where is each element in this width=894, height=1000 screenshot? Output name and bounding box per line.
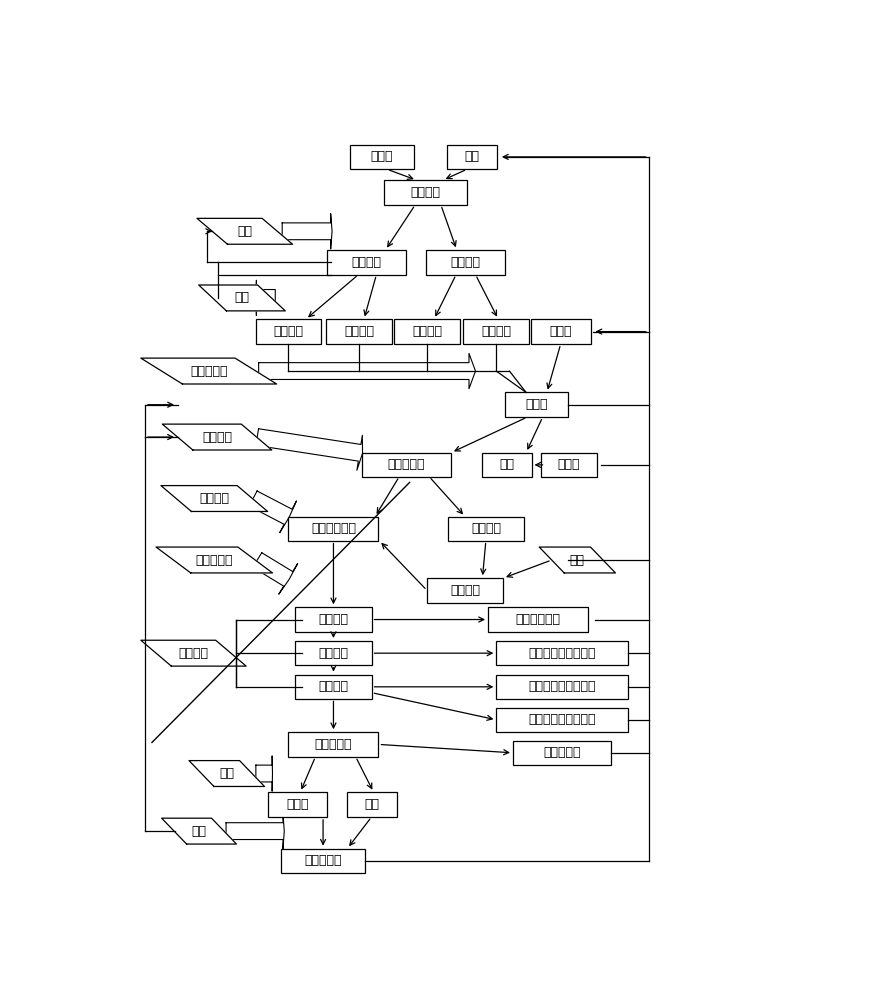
Polygon shape: [161, 486, 267, 511]
Text: 结晶氯化铝: 结晶氯化铝: [315, 738, 352, 751]
Text: 吸收酸溶液: 吸收酸溶液: [304, 854, 342, 867]
Text: 洗脱剂: 洗脱剂: [558, 458, 580, 471]
FancyBboxPatch shape: [488, 607, 587, 632]
Text: 新蒸汽冷凝水: 新蒸汽冷凝水: [515, 613, 561, 626]
FancyBboxPatch shape: [427, 578, 503, 603]
FancyBboxPatch shape: [426, 250, 504, 275]
FancyBboxPatch shape: [394, 319, 460, 344]
FancyBboxPatch shape: [463, 319, 529, 344]
FancyBboxPatch shape: [513, 741, 611, 765]
Text: 二效二次蒸汽冷凝水: 二效二次蒸汽冷凝水: [528, 680, 596, 693]
Text: 蒸发结晶: 蒸发结晶: [179, 647, 208, 660]
Polygon shape: [162, 818, 236, 844]
Text: 吸收: 吸收: [191, 825, 207, 838]
Text: 粉煤灰: 粉煤灰: [371, 150, 393, 163]
FancyBboxPatch shape: [289, 732, 378, 757]
Polygon shape: [256, 756, 273, 791]
Text: 磁选: 磁选: [237, 225, 252, 238]
Text: 三效料液: 三效料液: [318, 680, 349, 693]
Polygon shape: [283, 214, 332, 249]
Polygon shape: [226, 813, 284, 849]
Polygon shape: [198, 285, 285, 311]
FancyBboxPatch shape: [496, 641, 628, 665]
Text: 过滤: 过滤: [234, 291, 249, 304]
Text: 树脂除杂: 树脂除杂: [199, 492, 229, 505]
FancyBboxPatch shape: [447, 145, 497, 169]
FancyBboxPatch shape: [496, 675, 628, 699]
FancyBboxPatch shape: [504, 392, 569, 417]
Polygon shape: [256, 429, 363, 470]
Polygon shape: [163, 424, 272, 450]
Text: 四效冷凝水: 四效冷凝水: [544, 746, 581, 759]
Polygon shape: [253, 553, 298, 594]
Text: 富铁灰浆: 富铁灰浆: [351, 256, 382, 269]
FancyBboxPatch shape: [267, 792, 327, 817]
Polygon shape: [258, 353, 476, 389]
Text: 贫铁滤饼: 贫铁滤饼: [481, 325, 511, 338]
FancyBboxPatch shape: [295, 675, 372, 699]
FancyBboxPatch shape: [531, 319, 591, 344]
Text: 再生树脂: 再生树脂: [450, 584, 480, 597]
Polygon shape: [256, 280, 275, 316]
Text: 再生: 再生: [569, 554, 585, 566]
Text: 氧化铝: 氧化铝: [286, 798, 308, 811]
Text: 氯化铝溶液: 氯化铝溶液: [387, 458, 425, 471]
Text: 富铁滤液: 富铁滤液: [274, 325, 303, 338]
FancyBboxPatch shape: [295, 607, 372, 632]
Polygon shape: [141, 640, 246, 666]
FancyBboxPatch shape: [347, 792, 397, 817]
Text: 饱和树脂: 饱和树脂: [471, 522, 501, 535]
Text: 酸浆液: 酸浆液: [525, 398, 548, 411]
FancyBboxPatch shape: [327, 250, 406, 275]
Text: 贫铁灰浆: 贫铁灰浆: [450, 256, 480, 269]
Text: 加热，降温: 加热，降温: [190, 365, 227, 378]
Text: 氯化铝精制液: 氯化铝精制液: [311, 522, 356, 535]
Text: 原始浆料: 原始浆料: [410, 186, 441, 199]
FancyBboxPatch shape: [542, 453, 597, 477]
Polygon shape: [156, 547, 273, 573]
Text: 富铁滤饼: 富铁滤饼: [344, 325, 374, 338]
Text: 一效料液: 一效料液: [318, 613, 349, 626]
Text: 新蒸汽加热: 新蒸汽加热: [196, 554, 233, 566]
Text: 二效料液: 二效料液: [318, 647, 349, 660]
FancyBboxPatch shape: [482, 453, 532, 477]
Polygon shape: [189, 761, 265, 786]
FancyBboxPatch shape: [289, 517, 378, 541]
Text: 煅烧: 煅烧: [219, 767, 234, 780]
Polygon shape: [197, 218, 292, 244]
Text: 烟气: 烟气: [364, 798, 379, 811]
FancyBboxPatch shape: [362, 453, 451, 477]
FancyBboxPatch shape: [256, 319, 321, 344]
FancyBboxPatch shape: [282, 849, 365, 873]
Text: 溶剂: 溶剂: [465, 150, 479, 163]
FancyBboxPatch shape: [295, 641, 372, 665]
Text: 残渣: 残渣: [499, 458, 514, 471]
Text: 一效二次蒸汽冷凝水: 一效二次蒸汽冷凝水: [528, 647, 596, 660]
FancyBboxPatch shape: [350, 145, 414, 169]
Text: 贫铁滤液: 贫铁滤液: [412, 325, 442, 338]
FancyBboxPatch shape: [384, 180, 468, 205]
FancyBboxPatch shape: [496, 708, 628, 732]
Text: 三效二次蒸汽冷凝水: 三效二次蒸汽冷凝水: [528, 713, 596, 726]
FancyBboxPatch shape: [326, 319, 392, 344]
Text: 酸溶液: 酸溶液: [550, 325, 572, 338]
Text: 分离洗涤: 分离洗涤: [202, 431, 232, 444]
Polygon shape: [249, 491, 297, 533]
FancyBboxPatch shape: [448, 517, 524, 541]
Polygon shape: [539, 547, 615, 573]
Polygon shape: [141, 358, 276, 384]
